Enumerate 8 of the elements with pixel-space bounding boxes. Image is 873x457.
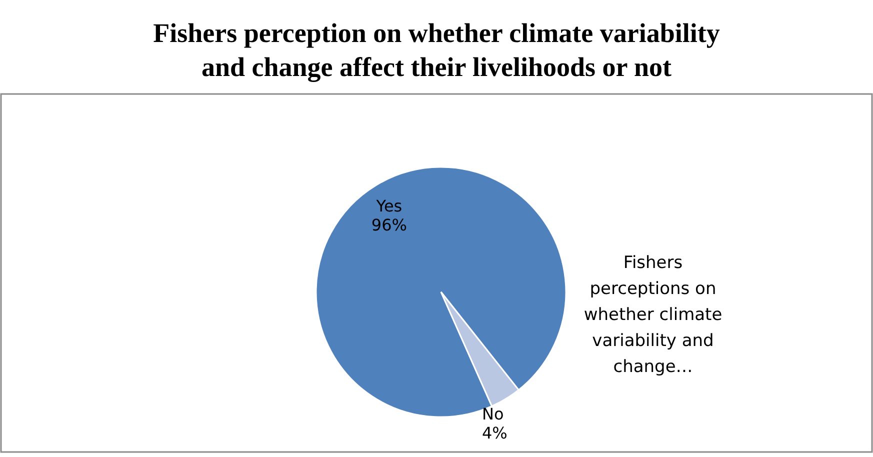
chart-title: Fishers perception on whether climate variability and change affect their livelihoods or not — [153, 18, 720, 82]
data-label: 96% — [371, 215, 407, 234]
text: Fishers perceptions on whether climate variability and change… — [584, 253, 722, 377]
data-label: 4% — [482, 424, 508, 443]
slice-label: No — [482, 404, 504, 424]
pie-slice — [316, 166, 567, 418]
slice-label: Yes — [375, 196, 402, 216]
pie-slice — [440, 291, 520, 407]
